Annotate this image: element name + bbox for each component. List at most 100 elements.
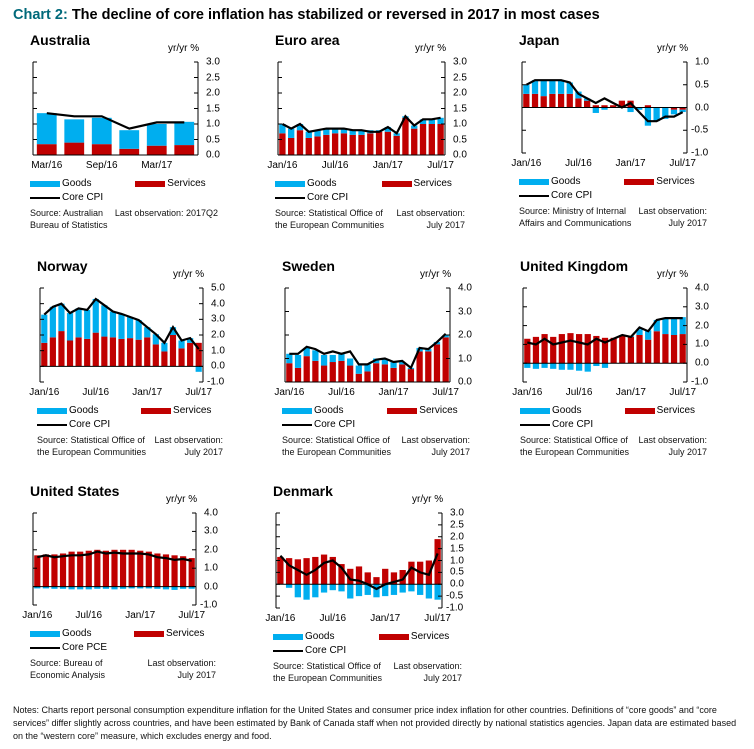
services-bar (601, 105, 608, 108)
source-line: Economic Analysis (30, 670, 106, 680)
goods-bar (601, 363, 609, 368)
last-observation-line: Last observation: (396, 208, 465, 218)
services-bar (85, 550, 92, 587)
goods-bar (428, 119, 435, 124)
services-bar (584, 334, 591, 364)
goods-bar (119, 130, 140, 149)
services-bar (347, 365, 354, 382)
goods-bar (338, 352, 345, 361)
services-swatch (378, 633, 409, 640)
services-bar (294, 559, 301, 585)
services-bar (610, 337, 617, 364)
x-tick-label: Sep/16 (85, 160, 118, 171)
x-tick-label: Jul/16 (328, 387, 355, 398)
panel-title: United Kingdom (520, 258, 629, 274)
services-bar (144, 337, 151, 367)
legend-core: Core CPI (275, 192, 348, 203)
goods-bar (390, 584, 398, 595)
services-bar (75, 337, 82, 367)
core-line (279, 552, 439, 591)
services-bar (549, 93, 556, 108)
goods-bar (399, 362, 406, 365)
legend-goods-label: Goods (62, 628, 92, 639)
units-label: yr/yr % (168, 43, 200, 54)
services-bar (373, 577, 380, 585)
goods-swatch (273, 633, 303, 640)
services-bar (340, 133, 348, 155)
y-tick-label: -1.0 (691, 376, 709, 388)
services-bar (367, 133, 374, 155)
x-tick-label: Jan/17 (615, 387, 646, 398)
goods-bar (338, 584, 345, 592)
core-line-swatch (282, 423, 312, 426)
services-bar (355, 373, 362, 382)
goods-bar (195, 366, 202, 372)
legend-goods: Goods (275, 178, 336, 189)
services-bar (399, 364, 406, 382)
goods-bar (355, 584, 363, 597)
goods-bar (171, 586, 178, 590)
x-tick-label: Jul/16 (75, 610, 103, 621)
y-tick-label: 1.5 (453, 103, 467, 114)
y-tick-label: 1.0 (695, 338, 709, 350)
services-bar (42, 554, 49, 587)
services-bar (349, 134, 356, 155)
goods-bar (288, 128, 295, 138)
y-tick-label: 0.0 (453, 149, 467, 161)
source-line: Source: Statistical Office of (520, 435, 628, 445)
legend-services: Services (624, 176, 695, 187)
source-note: Source: Statistical Office of the Europea… (37, 434, 146, 458)
source-line: Source: Australian (30, 208, 104, 218)
chart-number: Chart 2: (13, 7, 68, 23)
y-tick-label: 3.0 (695, 301, 709, 313)
source-line: Source: Bureau of (30, 658, 103, 668)
last-observation-line: July 2017 (431, 447, 470, 457)
services-bar (49, 337, 56, 367)
y-tick-label: 1.0 (204, 562, 218, 574)
legend-core-label: Core CPI (551, 190, 593, 201)
y-tick-label: 4.0 (204, 507, 218, 519)
goods-bar (285, 584, 293, 588)
goods-bar (381, 358, 388, 365)
goods-bar (84, 309, 91, 339)
services-bar (540, 96, 547, 108)
services-bar (111, 549, 118, 587)
services-bar (375, 131, 383, 155)
x-tick-label: Jan/17 (378, 387, 409, 398)
goods-bar (662, 318, 669, 335)
services-bar (390, 572, 398, 585)
services-bar (355, 566, 363, 585)
y-tick-label: -0.5 (446, 590, 464, 602)
x-tick-label: Jan/16 (511, 158, 542, 169)
legend-goods: Goods (519, 176, 580, 187)
y-tick-label: 1.0 (211, 345, 225, 357)
services-bar (161, 351, 168, 367)
services-bar (180, 556, 187, 587)
goods-bar (161, 342, 168, 352)
x-tick-label: Jan/16 (512, 387, 543, 398)
goods-bar (91, 117, 112, 145)
services-bar (303, 558, 310, 585)
goods-bar (126, 316, 134, 339)
goods-bar (550, 363, 557, 369)
goods-bar (636, 107, 643, 110)
services-bar (338, 564, 345, 585)
services-bar (338, 360, 345, 382)
goods-bar (679, 317, 686, 335)
legend-core-label: Core CPI (305, 645, 347, 656)
goods-bar (188, 586, 195, 589)
x-tick-label: Jan/17 (615, 158, 646, 169)
y-tick-label: 2.0 (211, 329, 225, 341)
services-bar (128, 549, 135, 587)
services-bar (557, 93, 565, 108)
x-tick-label: Jan/16 (22, 610, 53, 621)
services-bar (419, 124, 427, 155)
y-tick-label: -1.0 (200, 599, 218, 611)
legend-goods: Goods (282, 405, 343, 416)
services-bar (126, 338, 134, 367)
goods-bar (566, 82, 573, 94)
goods-bar (679, 109, 686, 113)
panel-title: United States (30, 483, 120, 499)
services-bar (679, 107, 686, 110)
